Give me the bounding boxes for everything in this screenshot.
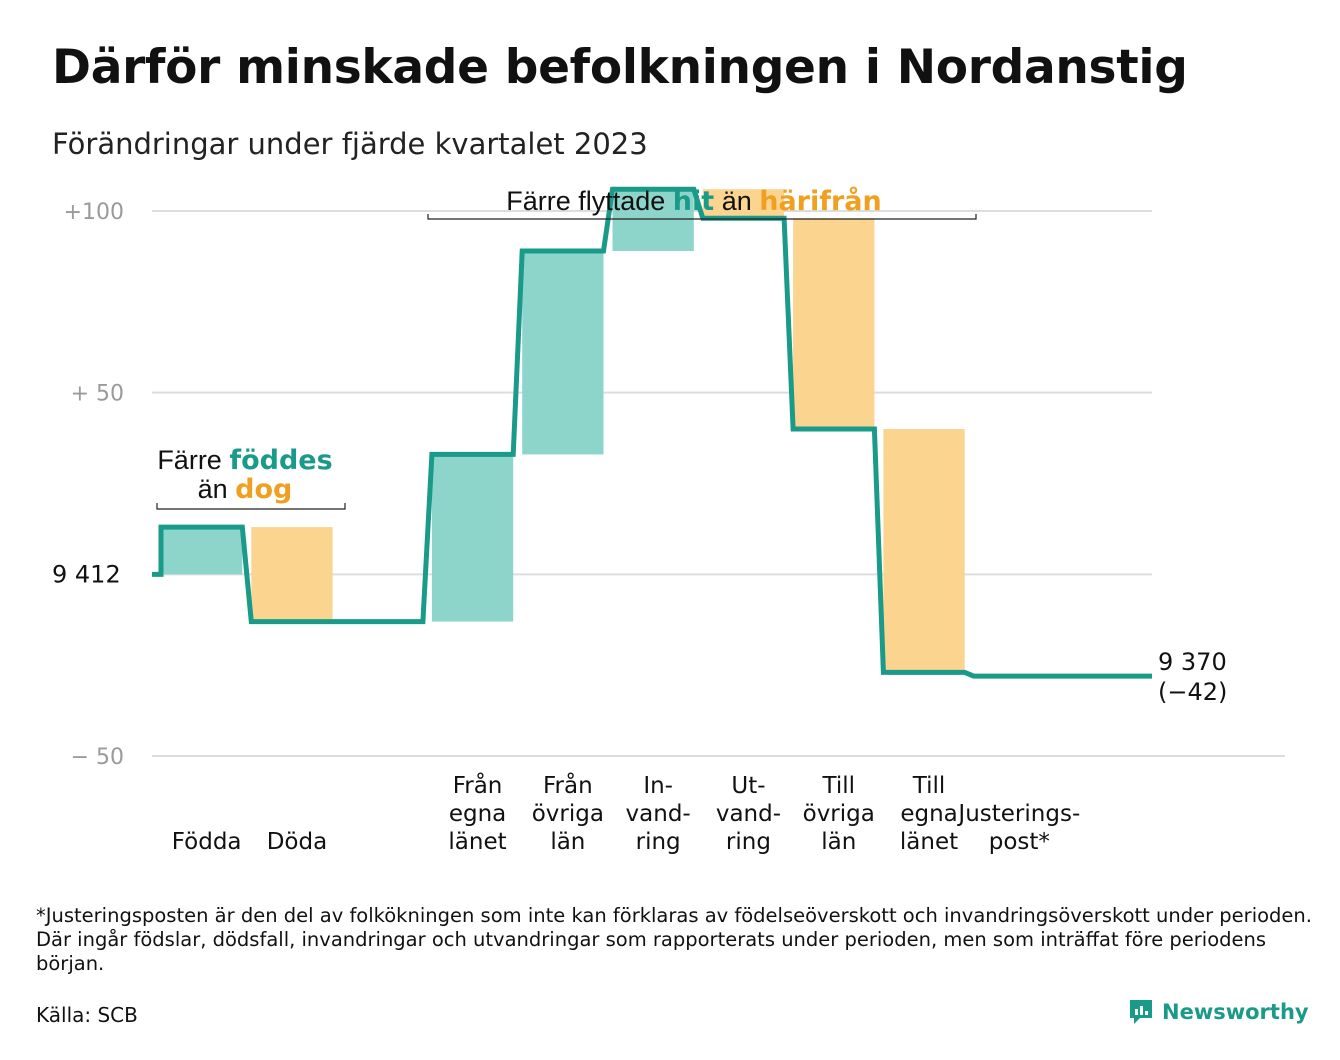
newsworthy-logo-icon <box>1130 1000 1152 1024</box>
footnote: *Justeringsposten är den del av folkökni… <box>36 904 1312 975</box>
brand-name: Newsworthy <box>1162 1000 1309 1024</box>
waterfall-bar <box>522 250 604 455</box>
category-label: Från egna länet <box>448 771 506 855</box>
end-value-label: 9 370 <box>1158 648 1227 676</box>
line-layer <box>152 186 1152 679</box>
waterfall-bar <box>612 189 694 251</box>
tick-labels: +100 + 50 − 50 9 412 9 370(−42) <box>52 200 1227 770</box>
chart-subtitle: Förändringar under fjärde kvartalet 2023 <box>52 127 648 161</box>
waterfall-bar <box>251 527 333 622</box>
waterfall-chart: +100 + 50 − 50 9 412 9 370(−42) Födda Döda Frå… <box>52 185 1285 855</box>
category-label: Till egna länet <box>900 773 958 855</box>
start-value-label: 9 412 <box>52 560 121 588</box>
waterfall-bar <box>431 454 514 622</box>
category-label: Justerings-post* <box>956 801 1080 855</box>
category-label: Från övriga län <box>532 771 604 855</box>
chart-title: Därför minskade befolkningen i Nordansti… <box>52 40 1188 95</box>
waterfall-bar <box>793 218 875 429</box>
waterfall-bar <box>702 189 785 219</box>
end-value-label: (−42) <box>1158 678 1227 706</box>
category-label: Ut-vand-ring <box>716 773 781 855</box>
waterfall-bar <box>883 429 965 673</box>
y-tick-label: +100 <box>64 200 124 225</box>
bars-layer <box>161 189 965 673</box>
births-annotation-line2: än dog <box>198 474 293 505</box>
births-annotation-line1: Färre föddes <box>157 445 332 476</box>
y-tick-label: − 50 <box>71 745 124 770</box>
category-label: Födda <box>172 829 242 855</box>
category-label: Döda <box>267 829 327 855</box>
births-bracket <box>156 503 346 510</box>
y-tick-label: + 50 <box>71 382 124 407</box>
category-label: Till övriga län <box>803 773 875 855</box>
category-label: In-vand-ring <box>626 773 691 855</box>
waterfall-bar <box>161 527 243 575</box>
cumulative-step-line <box>152 186 1152 679</box>
migration-annotation: Färre flyttade hit än härifrån <box>506 185 882 217</box>
source-note: Källa: SCB <box>36 1003 138 1027</box>
brand: Newsworthy <box>1128 998 1309 1026</box>
migration-bracket <box>427 214 977 220</box>
category-labels: Födda Döda Från egna länet Från övriga län In-va… <box>172 771 1081 855</box>
